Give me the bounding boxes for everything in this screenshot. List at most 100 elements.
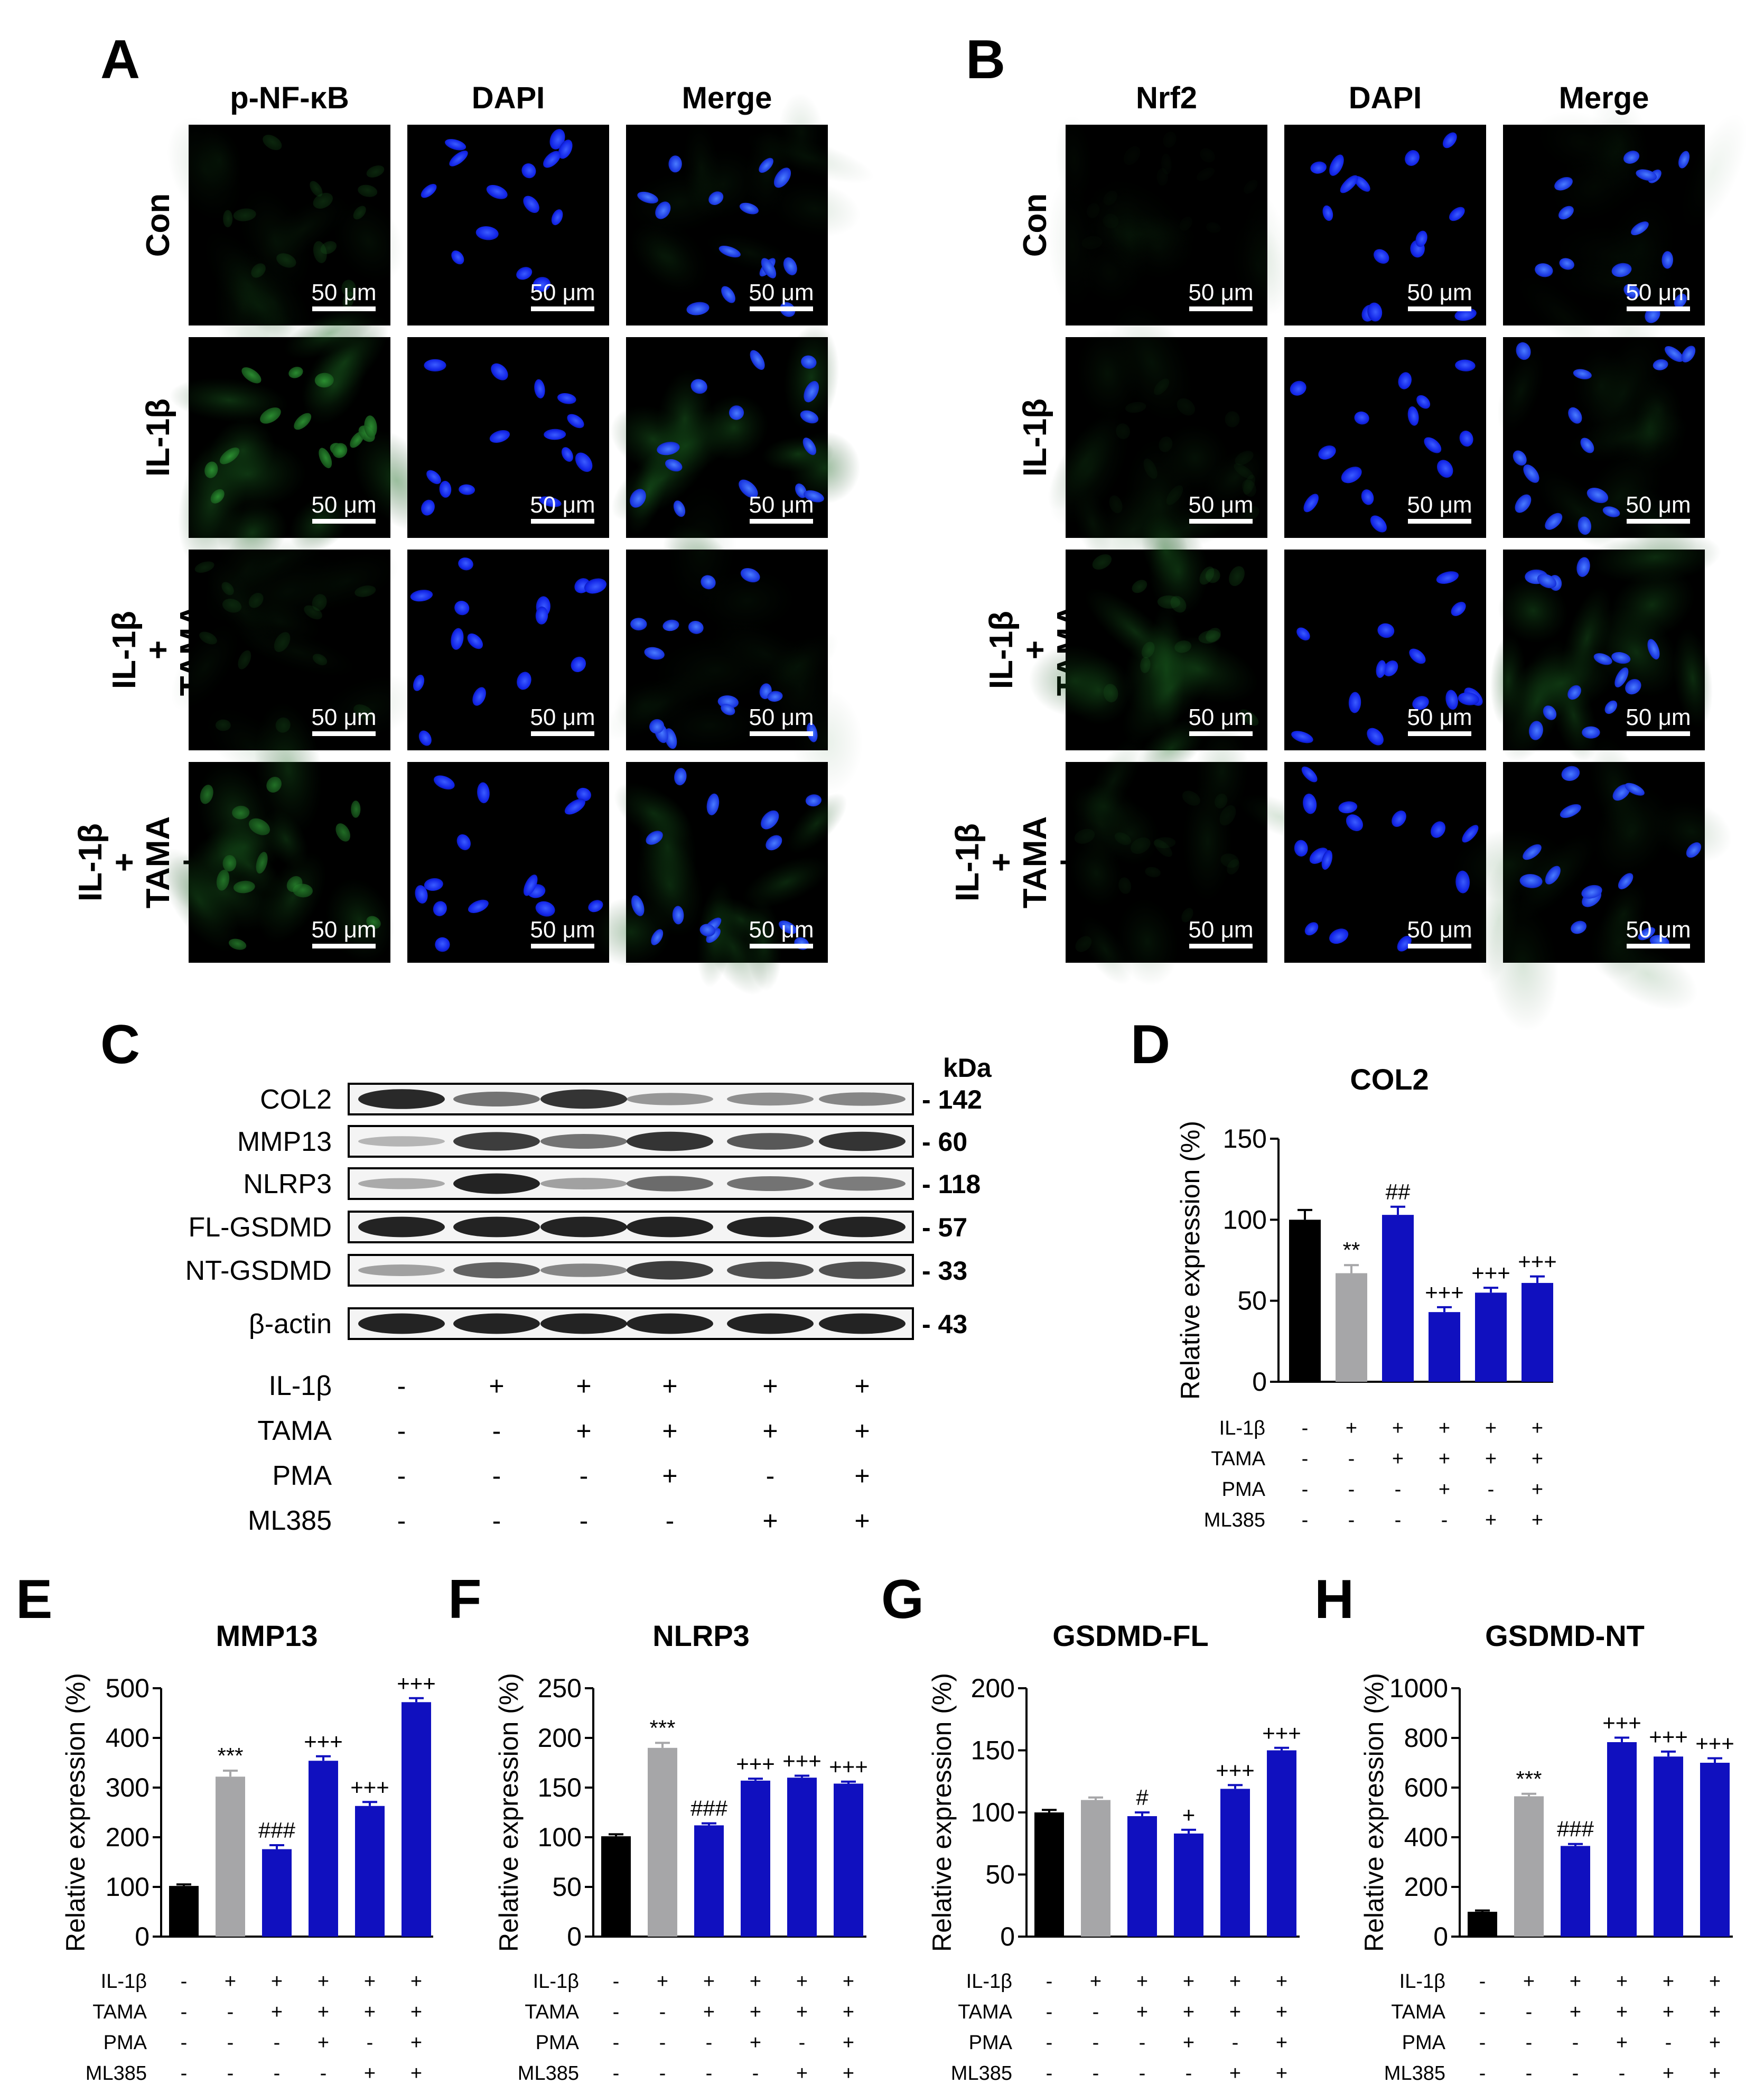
band-label: NLRP3 (243, 1169, 332, 1199)
treatment-label: IL-1β (101, 1970, 147, 1993)
blot-band-row (348, 1125, 914, 1158)
treatment-sign: + (843, 2062, 854, 2085)
chart-title: MMP13 (216, 1619, 318, 1652)
treatment-sign: + (1392, 1448, 1404, 1470)
treatment-sign: - (181, 2001, 188, 2023)
scale-bar-label: 50 μm (749, 280, 814, 305)
treatment-sign: + (796, 2062, 808, 2085)
treatment-sign: - (1046, 2001, 1053, 2023)
bar (1289, 1220, 1321, 1382)
treatment-label: ML385 (1384, 2062, 1445, 2085)
panel-letter-f: F (448, 1569, 482, 1630)
treatment-sign: - (580, 1461, 589, 1491)
treatment-sign: + (854, 1416, 870, 1446)
significance-label: +++ (1602, 1710, 1641, 1735)
column-header: DAPI (1349, 81, 1422, 115)
bar (402, 1702, 431, 1937)
significance-label: +++ (1216, 1757, 1255, 1782)
scale-bar (750, 731, 813, 736)
treatment-sign: + (364, 1970, 376, 1993)
treatment-sign: + (410, 2032, 422, 2054)
significance-label: +++ (1262, 1720, 1301, 1745)
treatment-sign: - (752, 2062, 759, 2085)
treatment-sign: - (1395, 1509, 1402, 1531)
treatment-sign: + (1709, 1970, 1721, 1993)
blot-band (453, 1313, 540, 1334)
scale-bar (1189, 306, 1253, 311)
blot-band (358, 1216, 445, 1238)
band-kda: - 142 (922, 1085, 982, 1114)
treatment-sign: + (489, 1371, 504, 1401)
scale-bar-label: 50 μm (530, 280, 595, 305)
treatment-sign: + (1570, 1970, 1581, 1993)
significance-label: +++ (1471, 1260, 1510, 1285)
treatment-sign: - (1526, 2062, 1533, 2085)
treatment-sign: - (181, 2032, 188, 2054)
blot-band (627, 1131, 713, 1151)
scale-bar (750, 306, 813, 311)
treatment-sign: + (854, 1506, 870, 1536)
treatment-sign: + (662, 1416, 677, 1446)
significance-label: + (1182, 1802, 1196, 1827)
bar (601, 1836, 631, 1937)
scale-bar-label: 50 μm (1626, 704, 1691, 730)
bar (1561, 1846, 1590, 1937)
scale-bar-label: 50 μm (1407, 917, 1472, 943)
treatment-sign: + (762, 1371, 778, 1401)
treatment-sign: - (492, 1461, 501, 1491)
y-tick-label: 50 (552, 1872, 582, 1902)
treatment-sign: - (706, 2032, 713, 2054)
micrograph-tile: 50 μm (407, 125, 609, 325)
treatment-sign: + (410, 1970, 422, 1993)
bar (309, 1761, 338, 1937)
treatment-label: PMA (969, 2032, 1013, 2054)
significance-label: +++ (736, 1751, 775, 1776)
blot-band (819, 1313, 906, 1334)
treatment-sign: - (1046, 2032, 1053, 2054)
treatment-sign: + (1439, 1448, 1450, 1470)
band-kda: - 57 (922, 1213, 967, 1242)
treatment-sign: + (1663, 1970, 1674, 1993)
treatment-sign: + (410, 2001, 422, 2023)
treatment-sign: + (225, 1970, 236, 1993)
treatment-sign: + (843, 2032, 854, 2054)
bar-chart-col2: COL2 Relative expression (%) 0 50 100 150 ** ##… (1175, 1063, 1557, 1531)
treatment-sign: - (320, 2062, 327, 2085)
panel-letter-h: H (1314, 1569, 1354, 1630)
treatment-sign: + (1532, 1417, 1543, 1439)
treatment-sign: + (1709, 2062, 1721, 2085)
y-tick-label: 150 (971, 1736, 1015, 1765)
treatment-sign: + (1136, 2001, 1148, 2023)
treatment-sign: - (1348, 1448, 1355, 1470)
y-tick-label: 0 (1433, 1922, 1448, 1951)
treatment-sign: + (1616, 1970, 1628, 1993)
row-label: + (106, 853, 143, 872)
scale-bar (1627, 306, 1690, 311)
bar (262, 1849, 292, 1937)
panel-letter-a: A (100, 29, 140, 90)
treatment-sign: + (576, 1371, 591, 1401)
treatment-sign: - (666, 1506, 675, 1536)
treatment-sign: - (1093, 2032, 1099, 2054)
y-tick-label: 1000 (1389, 1673, 1448, 1703)
y-tick-label: 400 (106, 1723, 150, 1753)
treatment-sign: + (271, 2001, 283, 2023)
treatment-sign: - (1348, 1478, 1355, 1501)
blot-band (540, 1134, 627, 1149)
significance-label: +++ (1518, 1249, 1557, 1274)
micrograph-tile: 50 μm (1503, 88, 1748, 394)
significance-label: +++ (1695, 1731, 1734, 1756)
treatment-sign: - (613, 2032, 620, 2054)
treatment-sign: + (657, 1970, 668, 1993)
treatment-sign: - (227, 2001, 234, 2023)
blot-band (358, 1313, 445, 1334)
treatment-sign: + (1183, 2001, 1194, 2023)
treatment-label: PMA (1402, 2032, 1446, 2054)
blot-band (358, 1136, 445, 1147)
treatment-sign: - (659, 2032, 666, 2054)
blot-band-row (348, 1167, 914, 1200)
scale-bar (1627, 731, 1690, 736)
blot-band-row (348, 1211, 914, 1243)
y-tick-label: 600 (1404, 1773, 1448, 1802)
scale-bar (1189, 519, 1253, 524)
